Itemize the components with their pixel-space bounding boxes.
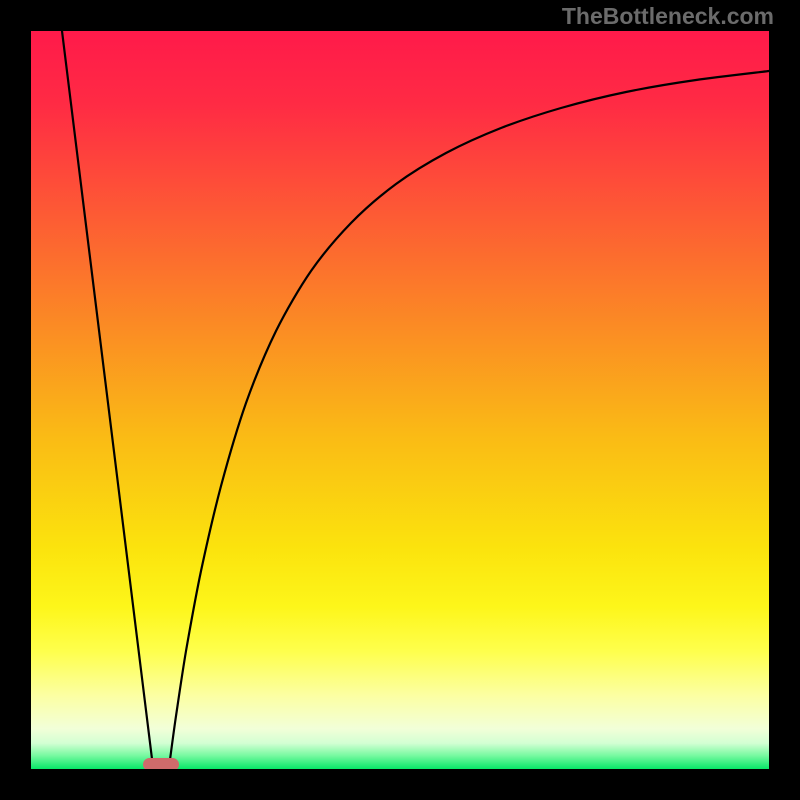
watermark-label: TheBottleneck.com bbox=[562, 3, 774, 29]
curve-overlay bbox=[31, 31, 769, 769]
chart-container: TheBottleneck.com bbox=[0, 0, 800, 800]
optimum-marker bbox=[143, 758, 179, 770]
plot-area bbox=[31, 31, 769, 769]
watermark-text: TheBottleneck.com bbox=[562, 3, 774, 30]
